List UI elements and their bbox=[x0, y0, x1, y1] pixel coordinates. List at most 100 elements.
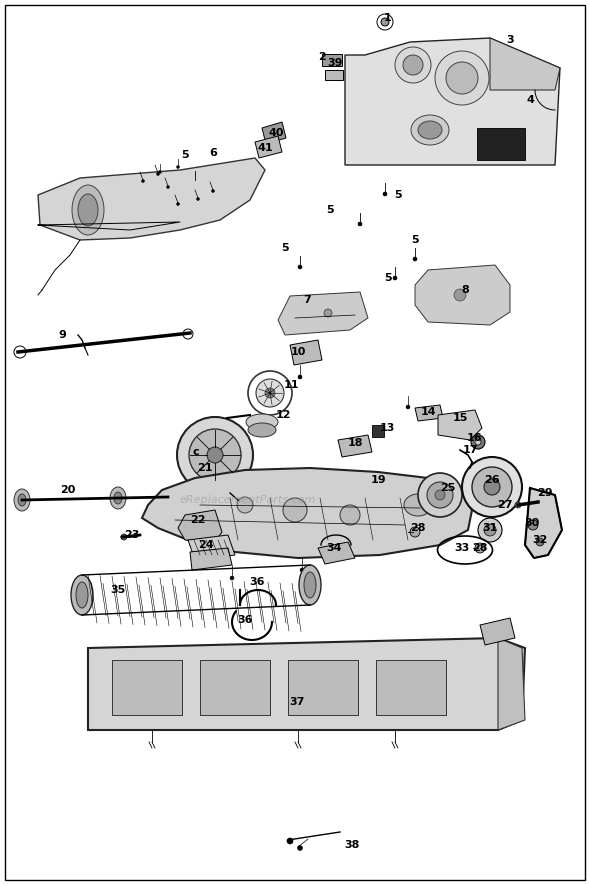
Text: 35: 35 bbox=[110, 585, 126, 595]
Ellipse shape bbox=[72, 185, 104, 235]
Text: 24: 24 bbox=[198, 540, 214, 550]
Text: 30: 30 bbox=[525, 518, 540, 528]
Text: 9: 9 bbox=[58, 330, 66, 340]
Circle shape bbox=[256, 379, 284, 407]
Text: 23: 23 bbox=[124, 530, 140, 540]
Polygon shape bbox=[278, 292, 368, 335]
Circle shape bbox=[324, 309, 332, 317]
Text: 25: 25 bbox=[440, 483, 455, 493]
Circle shape bbox=[515, 502, 521, 508]
Circle shape bbox=[230, 576, 234, 580]
Text: 39: 39 bbox=[327, 58, 343, 68]
Circle shape bbox=[410, 527, 420, 537]
Text: 8: 8 bbox=[461, 285, 469, 295]
Circle shape bbox=[207, 447, 223, 463]
Polygon shape bbox=[190, 548, 232, 570]
Text: 19: 19 bbox=[370, 475, 386, 485]
Text: 37: 37 bbox=[289, 697, 304, 707]
Circle shape bbox=[142, 180, 145, 182]
Polygon shape bbox=[255, 136, 282, 158]
Text: 13: 13 bbox=[379, 423, 395, 433]
Ellipse shape bbox=[248, 423, 276, 437]
Circle shape bbox=[377, 14, 393, 30]
Text: 4: 4 bbox=[526, 95, 534, 105]
Polygon shape bbox=[490, 38, 560, 90]
Polygon shape bbox=[345, 38, 560, 165]
Polygon shape bbox=[318, 542, 355, 564]
Circle shape bbox=[393, 276, 397, 280]
Circle shape bbox=[183, 329, 193, 339]
Text: 36: 36 bbox=[249, 577, 265, 587]
Ellipse shape bbox=[78, 194, 98, 226]
Circle shape bbox=[406, 405, 410, 409]
Circle shape bbox=[298, 375, 302, 379]
Circle shape bbox=[298, 265, 302, 269]
Text: 22: 22 bbox=[190, 515, 206, 525]
Text: 5: 5 bbox=[326, 205, 334, 215]
Circle shape bbox=[248, 371, 292, 415]
Circle shape bbox=[472, 467, 512, 507]
Circle shape bbox=[484, 479, 500, 495]
Text: 1: 1 bbox=[384, 13, 392, 23]
Polygon shape bbox=[142, 468, 472, 558]
Text: c: c bbox=[193, 447, 199, 457]
Circle shape bbox=[381, 18, 389, 26]
Text: 10: 10 bbox=[290, 347, 306, 357]
Circle shape bbox=[189, 429, 241, 481]
Circle shape bbox=[229, 492, 233, 496]
Circle shape bbox=[156, 173, 159, 175]
Circle shape bbox=[395, 47, 431, 83]
Text: 27: 27 bbox=[497, 500, 513, 510]
Ellipse shape bbox=[404, 494, 432, 516]
Polygon shape bbox=[438, 410, 482, 440]
Circle shape bbox=[166, 186, 169, 189]
Circle shape bbox=[176, 203, 179, 205]
Text: 28: 28 bbox=[410, 523, 426, 533]
Polygon shape bbox=[498, 638, 525, 730]
Circle shape bbox=[475, 543, 485, 553]
Text: 32: 32 bbox=[532, 535, 548, 545]
Bar bbox=[200, 660, 270, 715]
Bar bbox=[288, 660, 358, 715]
Circle shape bbox=[435, 490, 445, 500]
Polygon shape bbox=[415, 405, 443, 421]
Text: 38: 38 bbox=[345, 840, 360, 850]
Ellipse shape bbox=[411, 115, 449, 145]
Circle shape bbox=[340, 505, 360, 525]
Text: 11: 11 bbox=[283, 380, 299, 390]
Text: 5: 5 bbox=[281, 243, 289, 253]
Ellipse shape bbox=[299, 565, 321, 605]
Bar bbox=[112, 660, 182, 715]
Bar bbox=[376, 660, 446, 715]
Text: 29: 29 bbox=[537, 488, 553, 498]
Circle shape bbox=[283, 498, 307, 522]
Text: 26: 26 bbox=[484, 475, 500, 485]
Ellipse shape bbox=[71, 575, 93, 615]
Text: 2: 2 bbox=[318, 52, 326, 62]
Circle shape bbox=[211, 189, 215, 193]
Text: 5: 5 bbox=[411, 235, 419, 245]
Text: 17: 17 bbox=[462, 445, 478, 455]
Circle shape bbox=[403, 55, 423, 75]
Ellipse shape bbox=[304, 572, 316, 598]
Circle shape bbox=[454, 289, 466, 301]
Bar bbox=[322, 54, 342, 66]
Text: 40: 40 bbox=[268, 128, 284, 138]
Ellipse shape bbox=[418, 121, 442, 139]
Ellipse shape bbox=[14, 489, 30, 511]
Text: 6: 6 bbox=[209, 148, 217, 158]
Polygon shape bbox=[38, 158, 265, 240]
Bar bbox=[372, 425, 384, 437]
Circle shape bbox=[435, 51, 489, 105]
Text: 31: 31 bbox=[482, 523, 498, 533]
Circle shape bbox=[14, 346, 26, 358]
Text: 28: 28 bbox=[472, 543, 488, 553]
Circle shape bbox=[177, 417, 253, 493]
Circle shape bbox=[536, 538, 544, 546]
Circle shape bbox=[383, 192, 387, 196]
Bar bbox=[477, 128, 525, 160]
Text: 16: 16 bbox=[467, 433, 483, 443]
Circle shape bbox=[193, 180, 197, 184]
Ellipse shape bbox=[18, 494, 26, 506]
Text: 36: 36 bbox=[237, 615, 253, 625]
